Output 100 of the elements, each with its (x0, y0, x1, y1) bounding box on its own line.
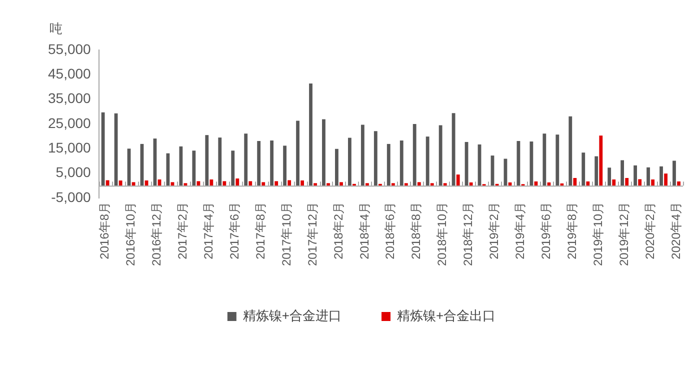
x-tick-label: 2017年10月 (279, 202, 294, 266)
bar (322, 119, 326, 186)
x-tick-label: 2017年8月 (253, 202, 268, 260)
y-tick-label: 45,000 (48, 66, 92, 82)
bar (296, 120, 300, 186)
x-tick-label: 2017年4月 (201, 202, 216, 260)
bar (412, 124, 416, 186)
bar (231, 150, 235, 186)
bar (400, 140, 404, 186)
bar (132, 182, 136, 186)
bar (452, 113, 456, 186)
bar (651, 179, 655, 186)
x-tick-label: 2017年6月 (227, 202, 242, 260)
y-tick-label: 25,000 (48, 114, 92, 131)
bar (469, 182, 473, 186)
bar (179, 146, 183, 186)
legend-label: 精炼镍+合金进口 (242, 308, 342, 324)
x-tick-label: 2017年12月 (305, 202, 320, 266)
bar (404, 183, 408, 186)
bar (335, 148, 338, 186)
bar (222, 181, 226, 186)
bar (218, 138, 222, 186)
bar (560, 183, 564, 186)
bar (360, 124, 364, 186)
x-tick-label: 2019年6月 (539, 202, 554, 260)
bar (274, 181, 278, 186)
x-tick-label: 2018年4月 (357, 202, 372, 260)
bar (309, 84, 312, 186)
bar (391, 183, 395, 186)
bar (210, 179, 214, 186)
bar (660, 166, 663, 186)
bar (118, 180, 122, 186)
bar (556, 134, 560, 186)
bar (283, 146, 286, 186)
bar (664, 174, 668, 186)
x-tick-label: 2018年2月 (331, 202, 346, 260)
y-axis-title: 吨 (50, 21, 62, 36)
bar (340, 182, 343, 186)
bar (612, 179, 616, 186)
bar (672, 160, 676, 186)
bar (417, 182, 421, 186)
x-tick-label: 2019年4月 (513, 202, 528, 260)
bar (443, 183, 447, 186)
bar (677, 181, 680, 186)
bar (236, 178, 240, 186)
bar (582, 152, 586, 186)
bar (386, 144, 390, 186)
bar (530, 141, 534, 186)
x-tick-label: 2018年10月 (435, 202, 450, 266)
x-tick-label: 2017年2月 (176, 202, 190, 260)
bar (205, 135, 209, 186)
bar (262, 182, 266, 186)
y-tick-label: 35,000 (48, 90, 92, 106)
x-tick-label: 2019年10月 (590, 202, 605, 266)
bar (573, 178, 577, 186)
x-tick-label: 2018年12月 (461, 202, 476, 266)
bar (426, 136, 430, 186)
x-tick-label: 2019年12月 (616, 202, 631, 266)
bar (314, 183, 317, 186)
bar (244, 134, 248, 186)
bar (166, 153, 170, 186)
bar (300, 180, 304, 186)
bar (634, 165, 637, 186)
x-tick-label: 2016年10月 (124, 202, 138, 266)
bar (625, 178, 629, 186)
bar (270, 140, 274, 186)
y-tick-label: 5,000 (56, 164, 92, 180)
bar (106, 180, 110, 186)
bar (192, 150, 196, 186)
bar (438, 125, 442, 186)
bar (638, 179, 642, 186)
bar (646, 167, 650, 186)
bar (599, 136, 603, 186)
y-tick-label: 15,000 (48, 139, 92, 156)
bar (288, 180, 292, 186)
bar (348, 138, 352, 186)
x-tick-label: 2019年2月 (487, 202, 502, 260)
y-tick-label: 55,000 (48, 40, 92, 57)
x-tick-label: 2020年4月 (668, 202, 683, 260)
bar (608, 168, 612, 186)
x-tick-label: 2016年12月 (150, 202, 164, 266)
bar (620, 160, 624, 186)
legend-label: 精炼镍+合金出口 (397, 308, 496, 324)
x-tick-label: 2018年8月 (409, 202, 424, 260)
y-tick-label: -5,000 (51, 188, 92, 205)
x-tick-label: 2020年2月 (642, 202, 657, 260)
x-tick-label: 2018年6月 (383, 202, 398, 260)
bar (568, 116, 572, 186)
bar (586, 181, 590, 186)
bar (430, 183, 434, 186)
bar (248, 181, 252, 186)
x-tick-label: 2019年8月 (564, 202, 579, 260)
bar (257, 140, 261, 186)
bar (366, 183, 369, 186)
bar (326, 183, 330, 186)
bar (456, 174, 460, 186)
x-tick-label: 2016年8月 (98, 202, 112, 260)
bar (594, 156, 598, 186)
bar (374, 131, 378, 186)
bar (542, 134, 546, 186)
